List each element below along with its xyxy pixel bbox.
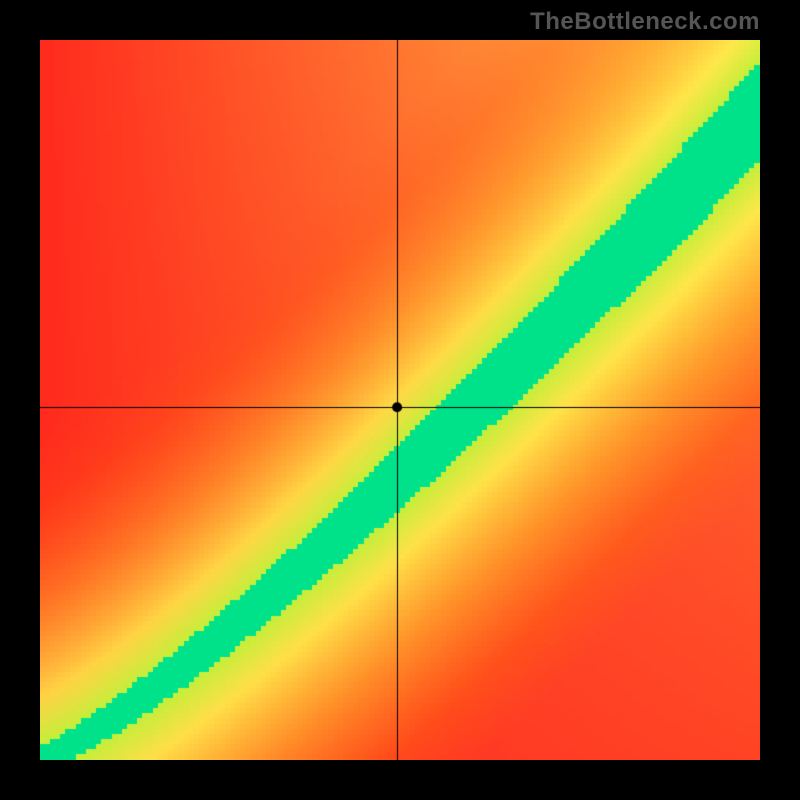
watermark-text: TheBottleneck.com bbox=[530, 8, 760, 36]
crosshair-overlay bbox=[40, 40, 760, 760]
plot-area bbox=[40, 40, 760, 760]
chart-frame: TheBottleneck.com bbox=[0, 0, 800, 800]
